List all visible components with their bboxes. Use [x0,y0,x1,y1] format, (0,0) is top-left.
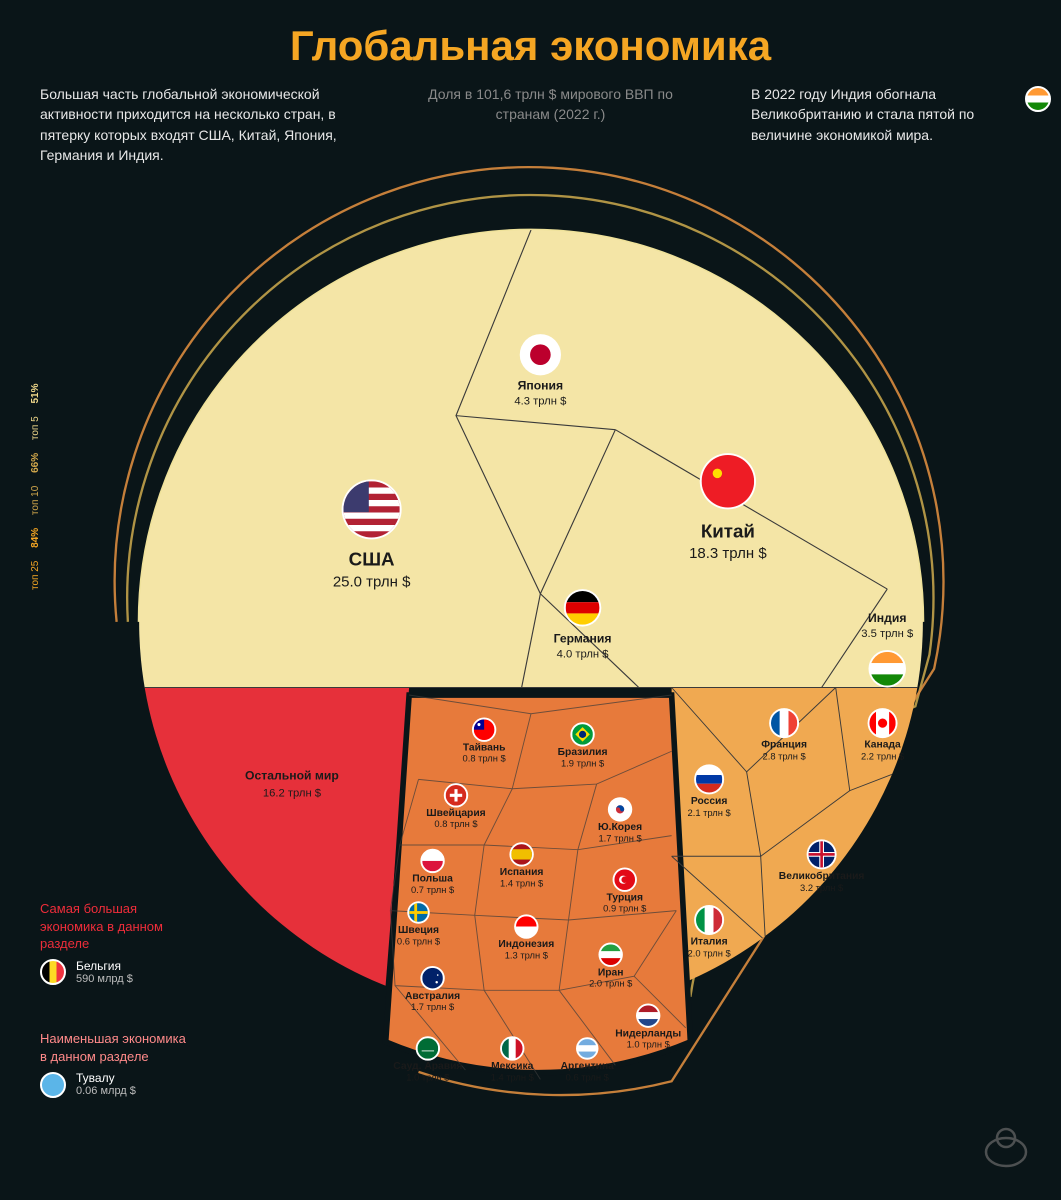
watermark-logo-icon [981,1120,1031,1170]
svg-text:Ю.Корея: Ю.Корея [598,822,642,833]
svg-text:0.8 трлн $: 0.8 трлн $ [462,754,506,764]
india-flag-icon [1025,86,1051,112]
svg-text:Нидерланды: Нидерланды [615,1028,681,1039]
svg-text:Тайвань: Тайвань [462,742,505,753]
svg-text:0.6 трлн $: 0.6 трлн $ [396,936,440,946]
svg-text:Бразилия: Бразилия [557,747,607,758]
svg-text:16.2 трлн $: 16.2 трлн $ [262,787,321,799]
svg-text:2.0 трлн $: 2.0 трлн $ [589,979,633,989]
svg-text:Аргентина: Аргентина [560,1061,614,1072]
svg-text:Франция: Франция [761,740,807,751]
ring-percent-labels: топ 25 84% топ 10 66% топ 5 51% [30,374,41,590]
svg-text:Япония: Япония [517,378,562,392]
svg-text:0.8 трлн $: 0.8 трлн $ [434,819,478,829]
svg-text:1.0 трлн $: 1.0 трлн $ [626,1040,670,1050]
svg-text:3.5 трлн $: 3.5 трлн $ [861,628,914,640]
intro-row: Большая часть глобальной экономической а… [0,70,1061,165]
svg-text:Швеция: Швеция [398,925,439,936]
svg-text:0.7 трлн $: 0.7 трлн $ [410,885,454,895]
svg-text:Польша: Польша [412,874,453,885]
svg-text:США: США [348,549,394,570]
intro-mid: Доля в 101,6 трлн $ мирового ВВП по стра… [426,84,676,165]
svg-text:1.7 трлн $: 1.7 трлн $ [410,1002,454,1012]
svg-text:Индия: Индия [868,611,906,625]
svg-text:25.0 трлн $: 25.0 трлн $ [332,573,410,590]
svg-text:4.3 трлн $: 4.3 трлн $ [514,395,567,407]
svg-text:Мексика: Мексика [491,1061,534,1072]
svg-text:Сауд. Аравия: Сауд. Аравия [393,1061,462,1072]
svg-text:2.8 трлн $: 2.8 трлн $ [762,752,806,762]
belgium-flag-icon [40,959,66,985]
svg-text:Канада: Канада [864,740,901,751]
svg-text:1.4 трлн $: 1.4 трлн $ [500,878,544,888]
svg-text:0.6 трлн $: 0.6 трлн $ [565,1072,609,1082]
svg-text:Австралия: Австралия [404,991,459,1002]
svg-text:Германия: Германия [553,632,611,646]
svg-text:Россия: Россия [690,796,727,807]
region-rest [109,688,409,1044]
voronoi-chart: США 25.0 трлн $ Китай 18.3 трлн $ Япония 4.3 … [81,200,981,1100]
svg-text:Китай: Китай [700,521,754,542]
svg-text:1.0 трлн $: 1.0 трлн $ [406,1072,450,1082]
svg-text:1.9 трлн $: 1.9 трлн $ [560,758,604,768]
svg-text:1.3 трлн $: 1.3 трлн $ [504,950,548,960]
intro-right: В 2022 году Индия обогнала Великобритани… [751,84,1021,165]
svg-text:Испания: Испания [499,867,543,878]
svg-text:2.2 трлн $: 2.2 трлн $ [860,752,904,762]
svg-text:2.0 трлн $: 2.0 трлн $ [687,949,731,959]
legend-biggest: Самая большая экономика в данном разделе… [40,900,163,986]
svg-text:Италия: Италия [690,936,727,947]
svg-text:18.3 трлн $: 18.3 трлн $ [689,545,767,562]
page-title: Глобальная экономика [0,0,1061,70]
svg-text:Остальной мир: Остальной мир [245,768,339,782]
svg-text:2.1 трлн $: 2.1 трлн $ [687,808,731,818]
svg-text:1.4 трлн $: 1.4 трлн $ [490,1072,534,1082]
intro-left: Большая часть глобальной экономической а… [40,84,350,165]
svg-text:1.7 трлн $: 1.7 трлн $ [598,833,642,843]
svg-text:Великобритания: Великобритания [778,870,864,882]
svg-text:4.0 трлн $: 4.0 трлн $ [556,649,609,661]
svg-text:Иран: Иран [597,967,623,978]
svg-text:0.9 трлн $: 0.9 трлн $ [603,904,647,914]
region-top5 [109,200,953,688]
tuvalu-flag-icon [40,1072,66,1098]
svg-text:3.2 трлн $: 3.2 трлн $ [800,883,844,893]
svg-text:Турция: Турция [606,892,642,903]
svg-text:Индонезия: Индонезия [498,939,554,950]
svg-text:Швейцария: Швейцария [426,808,485,819]
legend-smallest: Наименьшая экономика в данном разделе Ту… [40,1030,186,1099]
